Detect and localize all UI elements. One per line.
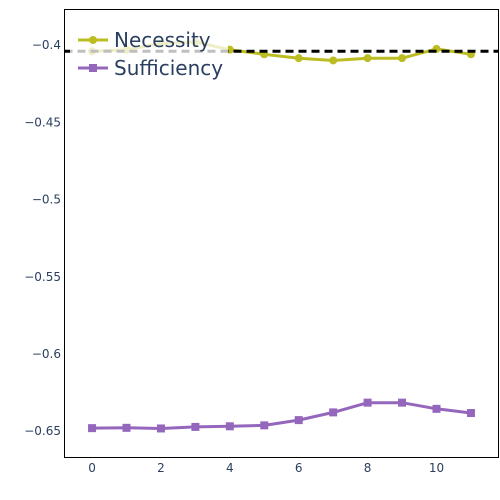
y-tick-label: −0.65 bbox=[24, 424, 61, 438]
data-point bbox=[260, 421, 269, 430]
legend-background bbox=[70, 24, 228, 84]
y-tick-label: −0.5 bbox=[32, 193, 61, 207]
x-tick-label: 0 bbox=[88, 461, 96, 475]
x-tick-label: 2 bbox=[157, 461, 165, 475]
data-point bbox=[398, 54, 407, 63]
axes: −0.4 −0.45 −0.5 −0.55 −0.6 −0.65 0 2 4 6 8 10 bbox=[24, 38, 444, 475]
data-point bbox=[88, 424, 97, 433]
x-tick-label: 6 bbox=[295, 461, 303, 475]
legend: Necessity Sufficiency bbox=[70, 24, 228, 84]
y-tick-label: −0.45 bbox=[24, 115, 61, 129]
data-point bbox=[294, 54, 303, 63]
data-point bbox=[398, 398, 407, 407]
data-point bbox=[466, 409, 475, 418]
legend-label: Necessity bbox=[114, 28, 211, 52]
data-point bbox=[122, 423, 131, 432]
legend-label: Sufficiency bbox=[114, 56, 223, 80]
legend-marker bbox=[89, 36, 97, 44]
y-tick-label: −0.6 bbox=[32, 347, 61, 361]
data-point bbox=[156, 424, 165, 433]
series-line bbox=[92, 401, 472, 430]
x-tick-label: 8 bbox=[364, 461, 372, 475]
data-point bbox=[329, 408, 338, 417]
legend-marker bbox=[89, 64, 97, 72]
plot-frame bbox=[64, 9, 499, 458]
x-tick-label: 10 bbox=[429, 461, 444, 475]
data-point bbox=[294, 416, 303, 425]
x-tick-label: 4 bbox=[226, 461, 234, 475]
data-point bbox=[432, 404, 441, 413]
y-tick-label: −0.4 bbox=[32, 38, 61, 52]
data-point bbox=[363, 54, 372, 63]
data-point bbox=[225, 422, 234, 431]
data-point bbox=[329, 56, 338, 65]
data-point bbox=[363, 398, 372, 407]
data-point bbox=[191, 422, 200, 431]
y-tick-label: −0.55 bbox=[24, 270, 61, 284]
